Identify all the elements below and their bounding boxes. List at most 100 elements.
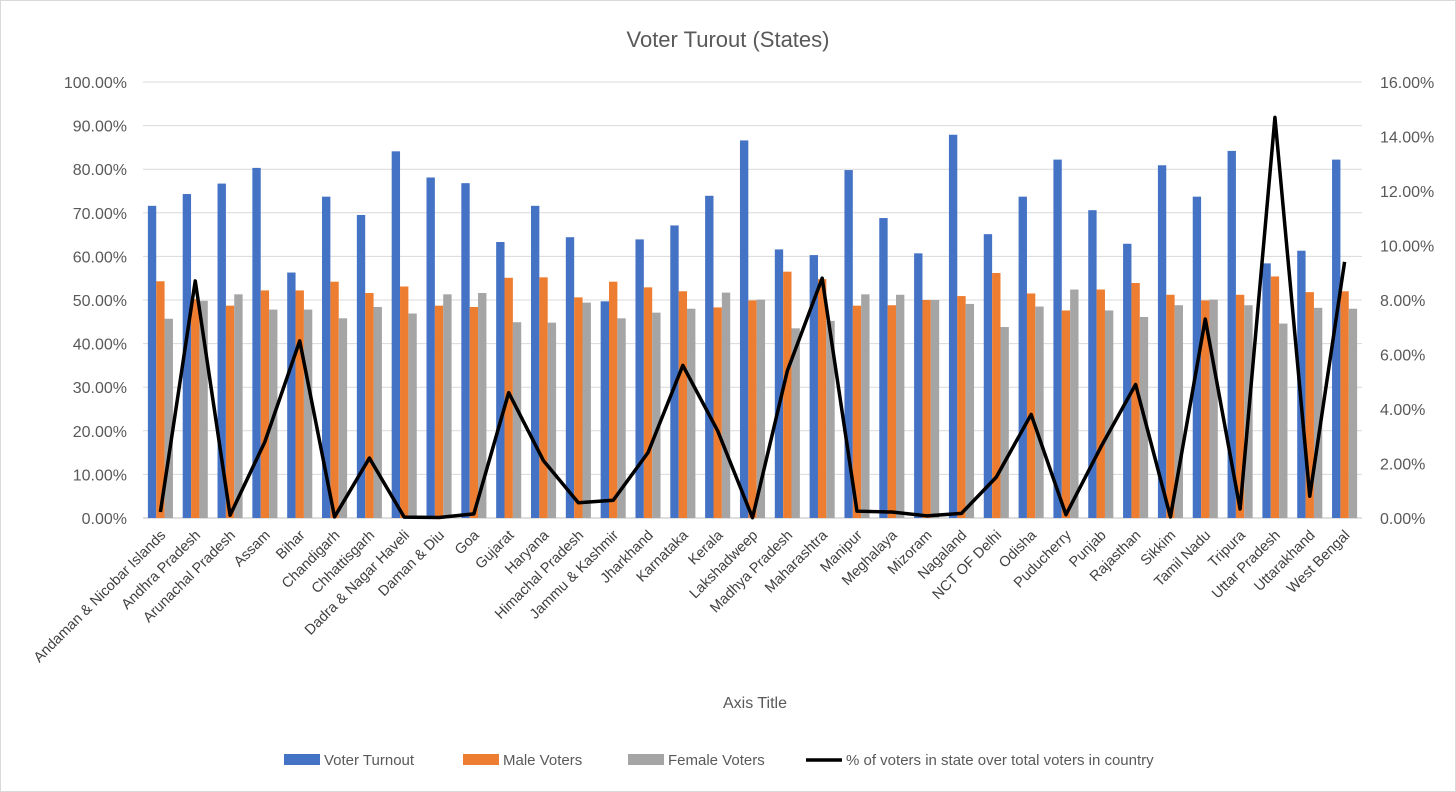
bar-male-voters	[574, 297, 583, 518]
bar-female-voters	[582, 302, 591, 518]
bar-voter-turnout	[948, 134, 958, 519]
bar-male-voters	[1096, 289, 1105, 518]
category-label: Goa	[452, 527, 483, 558]
bar-male-voters	[1061, 310, 1071, 518]
y-tick-label: 60.00%	[73, 249, 127, 266]
bar-voter-turnout	[1332, 159, 1341, 518]
bar-male-voters	[1201, 300, 1210, 518]
bar-female-voters	[1279, 323, 1288, 518]
left-axis-ticks: 0.00% 10.00% 20.00% 30.00% 40.00% 50.00% 60.00…	[64, 75, 127, 528]
bar-female-voters	[547, 322, 557, 518]
bar-voter-turnout	[1053, 159, 1062, 518]
y2-tick-label: 4.00%	[1380, 402, 1425, 419]
bar-female-voters	[930, 300, 940, 518]
bar-female-voters	[1174, 305, 1183, 518]
bar-female-voters	[617, 318, 626, 518]
y2-tick-label: 16.00%	[1380, 75, 1434, 92]
bar-voter-turnout	[1297, 250, 1306, 518]
y-tick-label: 30.00%	[73, 380, 127, 397]
bar-voter-turnout	[1157, 165, 1167, 518]
bar-female-voters	[443, 294, 452, 518]
legend-label: % of voters in state over total voters i…	[846, 752, 1154, 769]
bar-voter-turnout	[530, 205, 540, 518]
bar-voter-turnout	[983, 234, 993, 518]
bar-female-voters	[652, 312, 661, 518]
bar-female-voters	[1104, 310, 1114, 518]
bar-female-voters	[234, 294, 243, 518]
category-label: Assam	[231, 528, 274, 571]
bar-male-voters	[1131, 282, 1140, 518]
y-tick-label: 70.00%	[73, 206, 127, 223]
y-tick-label: 40.00%	[73, 337, 127, 354]
bar-male-voters	[887, 305, 896, 518]
bar-male-voters	[1340, 291, 1349, 518]
bar-male-voters	[260, 290, 270, 518]
bar-female-voters	[303, 309, 313, 518]
legend-swatch	[463, 754, 499, 765]
y-tick-label: 10.00%	[73, 467, 127, 484]
bar-female-voters	[1209, 299, 1218, 518]
bar-female-voters	[1313, 307, 1323, 518]
bar-male-voters	[330, 281, 339, 518]
bar-male-voters	[1166, 294, 1175, 518]
bar-male-voters	[957, 296, 966, 518]
bar-male-voters	[1270, 276, 1280, 518]
y2-tick-label: 6.00%	[1380, 348, 1425, 365]
bar-male-voters	[156, 281, 165, 518]
legend-label: Female Voters	[668, 752, 765, 769]
bar-voter-turnout	[739, 140, 749, 518]
bar-voter-turnout	[1018, 196, 1027, 518]
bar-female-voters	[791, 328, 800, 518]
bar-female-voters	[478, 293, 487, 518]
bar-male-voters	[434, 305, 444, 518]
bar-male-voters	[191, 299, 200, 518]
bar-voter-turnout	[217, 183, 226, 518]
y-tick-label: 100.00%	[64, 75, 127, 92]
line-series	[158, 115, 1347, 520]
bar-male-voters	[469, 306, 479, 518]
bar-male-voters	[225, 305, 235, 518]
bar-female-voters	[721, 292, 731, 518]
bar-voter-turnout	[809, 255, 818, 519]
bar-male-voters	[922, 300, 931, 518]
bar-voter-turnout	[844, 170, 853, 518]
bar-female-voters	[861, 294, 870, 518]
y2-tick-label: 14.00%	[1380, 130, 1434, 147]
bar-voter-turnout	[426, 177, 435, 518]
bar-voter-turnout	[670, 225, 679, 518]
y2-tick-label: 0.00%	[1380, 511, 1425, 528]
bar-voter-turnout	[461, 183, 470, 519]
line-voter-share	[158, 115, 1347, 520]
chart-title: Voter Turout (States)	[627, 27, 830, 52]
bar-male-voters	[713, 307, 722, 518]
bar-voter-turnout	[914, 253, 923, 518]
bar-female-voters	[756, 299, 766, 518]
bar-female-voters	[1070, 289, 1079, 518]
y2-tick-label: 12.00%	[1380, 184, 1434, 201]
bar-voter-turnout	[182, 194, 192, 518]
bar-voter-turnout	[147, 205, 157, 518]
bar-voter-turnout	[635, 239, 644, 518]
bar-male-voters	[748, 300, 757, 518]
bar-male-voters	[992, 272, 1001, 518]
bar-male-voters	[1026, 293, 1036, 518]
y2-tick-label: 10.00%	[1380, 239, 1434, 256]
bar-voter-turnout	[391, 151, 401, 518]
legend-label: Voter Turnout	[324, 752, 415, 769]
bar-voter-turnout	[879, 218, 888, 519]
bar-female-voters	[408, 313, 417, 518]
y-tick-label: 0.00%	[82, 511, 127, 528]
bar-voter-turnout	[565, 237, 575, 518]
bar-male-voters	[365, 293, 374, 518]
bar-voter-turnout	[705, 195, 714, 518]
bar-male-voters	[852, 305, 862, 518]
bar-voter-turnout	[774, 249, 784, 518]
bar-female-voters	[164, 318, 173, 518]
bar-female-voters	[199, 300, 208, 518]
bar-female-voters	[826, 320, 835, 518]
bar-voter-turnout	[322, 196, 331, 518]
bar-female-voters	[338, 318, 348, 518]
